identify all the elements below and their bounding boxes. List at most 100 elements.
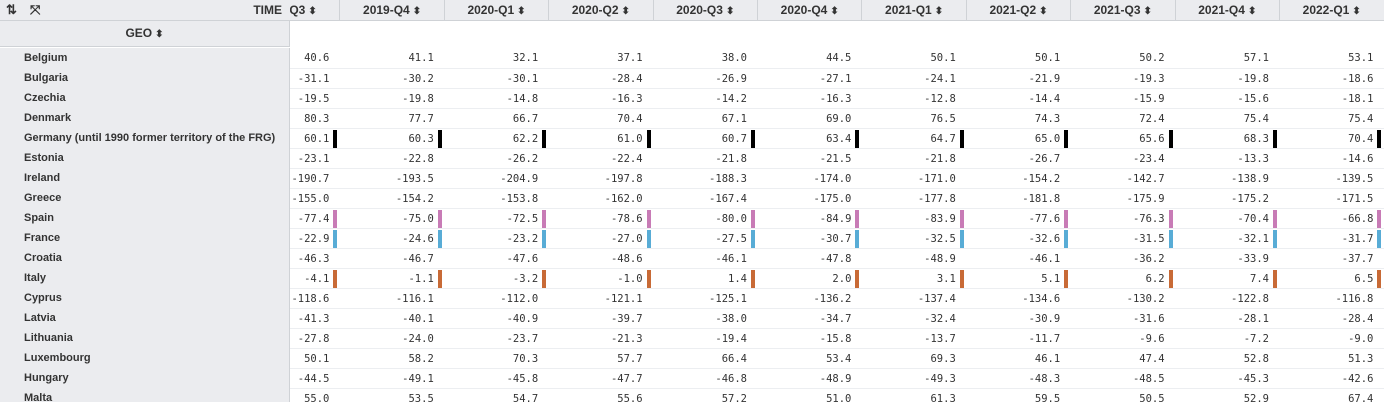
- table-cell[interactable]: -33.9: [1237, 253, 1269, 265]
- table-cell[interactable]: -46.7: [402, 253, 434, 265]
- table-cell[interactable]: -32.4: [924, 313, 956, 325]
- sort-icon[interactable]: ⬍: [1247, 6, 1257, 17]
- table-cell[interactable]: -23.2: [506, 233, 539, 245]
- table-cell[interactable]: -13.3: [1237, 153, 1269, 165]
- table-cell[interactable]: 5.1: [1041, 273, 1061, 285]
- table-cell[interactable]: 46.1: [1034, 353, 1061, 365]
- column-header-2020-Q4[interactable]: 2020-Q4 ⬍: [757, 0, 861, 20]
- table-cell[interactable]: 62.2: [512, 133, 539, 145]
- table-cell[interactable]: -3.2: [512, 273, 539, 285]
- table-cell[interactable]: -41.3: [297, 313, 330, 325]
- table-cell[interactable]: -46.1: [1028, 253, 1061, 265]
- table-cell[interactable]: 75.4: [1348, 113, 1374, 125]
- table-cell[interactable]: -197.8: [604, 173, 643, 185]
- table-cell[interactable]: 68.3: [1243, 133, 1269, 145]
- table-cell[interactable]: -19.8: [1237, 73, 1269, 85]
- table-cell[interactable]: 55.6: [617, 393, 643, 402]
- table-cell[interactable]: -26.9: [715, 73, 747, 85]
- table-cell[interactable]: 66.4: [721, 353, 747, 365]
- table-cell[interactable]: -24.0: [402, 333, 434, 345]
- table-cell[interactable]: -30.9: [1028, 313, 1061, 325]
- table-cell[interactable]: -70.4: [1237, 213, 1269, 225]
- table-cell[interactable]: 67.4: [1348, 393, 1374, 402]
- sort-icon[interactable]: ⬍: [412, 6, 422, 17]
- column-header-2021-Q4[interactable]: 2021-Q4 ⬍: [1174, 0, 1279, 20]
- table-cell[interactable]: -24.6: [402, 233, 434, 245]
- column-header-2021-Q2[interactable]: 2021-Q2 ⬍: [965, 0, 1070, 20]
- table-cell[interactable]: -27.1: [819, 73, 852, 85]
- table-cell[interactable]: -30.2: [402, 73, 434, 85]
- table-cell[interactable]: -171.5: [1335, 193, 1374, 205]
- table-cell[interactable]: -12.8: [924, 93, 956, 105]
- table-cell[interactable]: -21.8: [924, 153, 956, 165]
- table-cell[interactable]: -14.6: [1341, 153, 1374, 165]
- geo-row-label[interactable]: Ireland: [24, 172, 61, 184]
- table-cell[interactable]: 53.5: [408, 393, 434, 402]
- table-cell[interactable]: 57.1: [1243, 52, 1269, 64]
- table-cell[interactable]: 3.1: [936, 273, 956, 285]
- table-cell[interactable]: -72.5: [506, 213, 539, 225]
- table-cell[interactable]: -15.6: [1237, 93, 1269, 105]
- table-cell[interactable]: 54.7: [512, 393, 539, 402]
- table-cell[interactable]: -49.3: [924, 373, 956, 385]
- table-cell[interactable]: 52.9: [1243, 393, 1269, 402]
- table-cell[interactable]: -30.1: [506, 73, 539, 85]
- geo-header[interactable]: GEO ⬍: [0, 21, 290, 47]
- table-cell[interactable]: 2.0: [832, 273, 852, 285]
- table-cell[interactable]: 58.2: [408, 353, 434, 365]
- table-cell[interactable]: -26.7: [1028, 153, 1061, 165]
- table-cell[interactable]: -22.8: [402, 153, 434, 165]
- table-cell[interactable]: -28.4: [610, 73, 643, 85]
- table-cell[interactable]: -48.9: [924, 253, 956, 265]
- table-cell[interactable]: 80.3: [304, 113, 330, 125]
- geo-row-label[interactable]: France: [24, 232, 61, 244]
- table-cell[interactable]: -28.1: [1237, 313, 1269, 325]
- table-cell[interactable]: -48.9: [819, 373, 852, 385]
- table-cell[interactable]: -27.5: [715, 233, 747, 245]
- table-cell[interactable]: -31.6: [1132, 313, 1165, 325]
- table-cell[interactable]: 60.1: [304, 133, 330, 145]
- table-cell[interactable]: 66.7: [512, 113, 539, 125]
- table-cell[interactable]: -39.7: [610, 313, 643, 325]
- table-cell[interactable]: -46.3: [297, 253, 330, 265]
- table-cell[interactable]: -21.9: [1028, 73, 1061, 85]
- table-cell[interactable]: 63.4: [826, 133, 852, 145]
- table-cell[interactable]: 50.1: [304, 353, 330, 365]
- table-cell[interactable]: -153.8: [500, 193, 539, 205]
- table-cell[interactable]: -21.5: [819, 153, 852, 165]
- column-header-2021-Q1[interactable]: 2021-Q1 ⬍: [861, 0, 965, 20]
- table-cell[interactable]: -4.1: [304, 273, 330, 285]
- sort-icon[interactable]: ⬍: [725, 6, 735, 17]
- table-cell[interactable]: -134.6: [1022, 293, 1061, 305]
- column-header-2022-Q1[interactable]: 2022-Q1 ⬍: [1279, 0, 1383, 20]
- sort-icon[interactable]: ⬍: [1143, 6, 1152, 17]
- table-cell[interactable]: -7.2: [1243, 333, 1269, 345]
- geo-row-label[interactable]: Denmark: [24, 112, 72, 124]
- table-cell[interactable]: -23.4: [1132, 153, 1165, 165]
- table-cell[interactable]: 32.1: [512, 52, 539, 64]
- table-cell[interactable]: -27.0: [610, 233, 643, 245]
- table-cell[interactable]: -175.0: [813, 193, 852, 205]
- table-cell[interactable]: -167.4: [709, 193, 747, 205]
- table-cell[interactable]: -84.9: [819, 213, 852, 225]
- table-cell[interactable]: 64.7: [930, 133, 956, 145]
- table-cell[interactable]: 75.4: [1243, 113, 1269, 125]
- table-cell[interactable]: -137.4: [917, 293, 956, 305]
- table-cell[interactable]: -1.0: [617, 273, 643, 285]
- table-cell[interactable]: 77.7: [408, 113, 434, 125]
- table-cell[interactable]: -14.2: [715, 93, 747, 105]
- table-cell[interactable]: -19.4: [715, 333, 747, 345]
- table-cell[interactable]: 74.3: [1034, 113, 1061, 125]
- column-header-2020-Q2[interactable]: 2020-Q2 ⬍: [548, 0, 652, 20]
- table-cell[interactable]: -18.1: [1341, 93, 1374, 105]
- table-cell[interactable]: -9.0: [1348, 333, 1374, 345]
- table-cell[interactable]: -75.0: [402, 213, 434, 225]
- table-cell[interactable]: -175.9: [1126, 193, 1165, 205]
- column-header-2021-Q3[interactable]: 2021-Q3 ⬍: [1070, 0, 1174, 20]
- table-cell[interactable]: 50.1: [1034, 52, 1061, 64]
- column-header-2020-Q1[interactable]: 2020-Q1 ⬍: [443, 0, 548, 20]
- geo-row-label[interactable]: Germany (until 1990 former territory of …: [24, 132, 276, 144]
- table-cell[interactable]: 69.0: [826, 113, 852, 125]
- table-cell[interactable]: -66.8: [1341, 213, 1374, 225]
- table-cell[interactable]: -155.0: [291, 193, 330, 205]
